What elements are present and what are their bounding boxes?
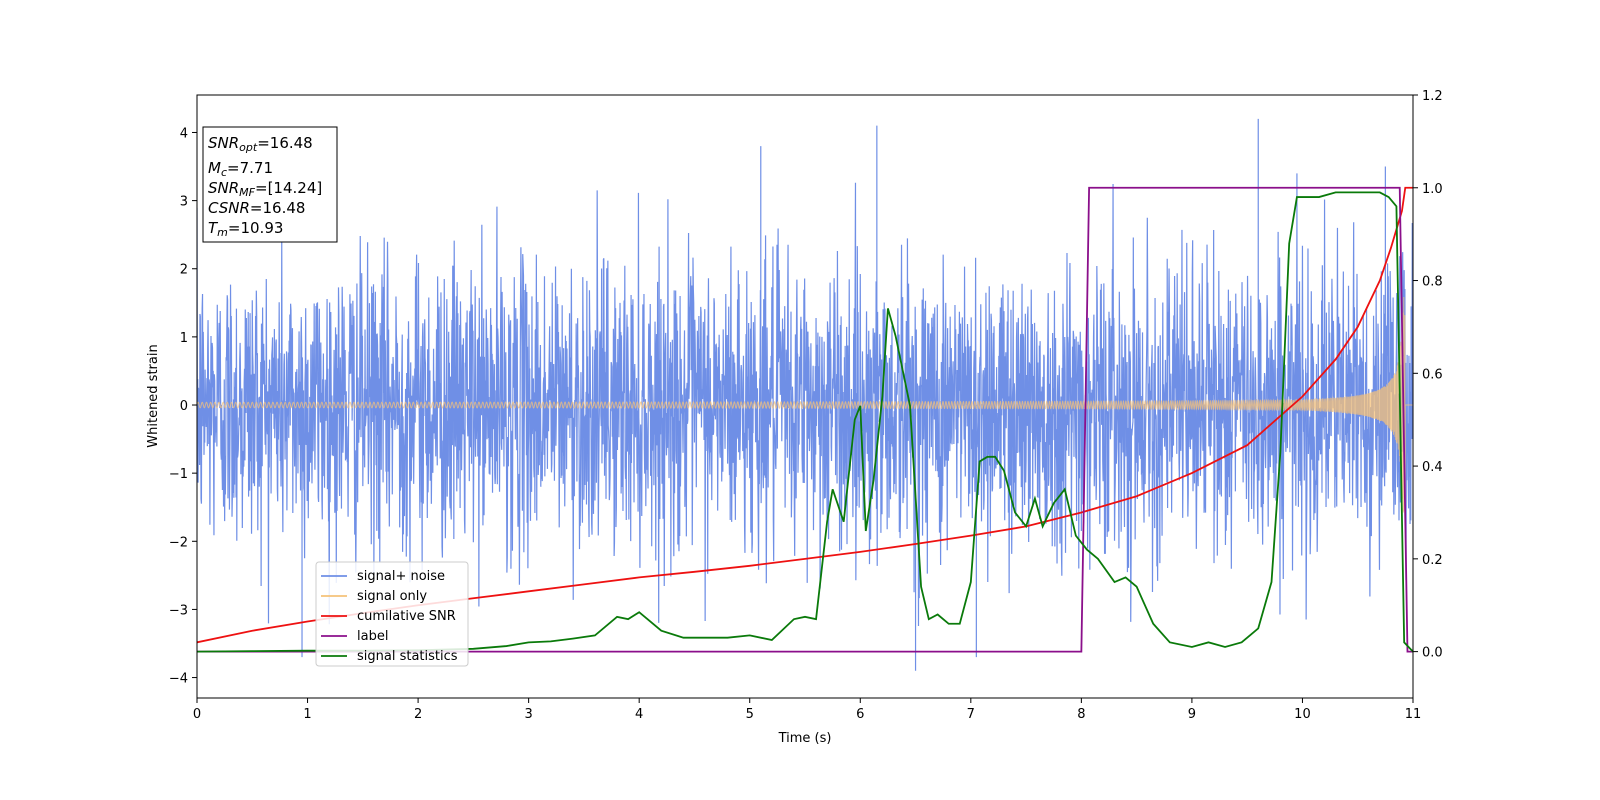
y-left-tick-label: 1 [180, 331, 188, 346]
snr-mf-text: SNRMF=[14.24] [208, 179, 322, 199]
y-left-tick-label: 0 [180, 399, 188, 414]
x-axis-ticks: 0 1 2 3 4 5 6 7 8 9 10 11 [193, 698, 1421, 722]
y-left-tick-label: 4 [180, 126, 188, 141]
x-tick-label: 4 [635, 707, 643, 722]
y-right-tick-label: 1.0 [1422, 182, 1443, 197]
signal-only-line [197, 297, 1413, 516]
legend-label-signal-statistics: signal statistics [357, 649, 458, 664]
legend-label-cumulative-snr: cumilative SNR [357, 609, 456, 624]
y-left-tick-label: −2 [169, 535, 188, 550]
x-tick-label: 0 [193, 707, 201, 722]
y-right-tick-label: 1.2 [1422, 89, 1443, 104]
y-axis-label: Whitened strain [146, 344, 161, 447]
y-axis-right-ticks: 0.0 0.2 0.4 0.6 0.8 1.0 1.2 [1413, 89, 1443, 661]
y-left-tick-label: −4 [169, 672, 188, 687]
csnr-text: CSNR=16.48 [208, 199, 305, 217]
y-right-tick-label: 0.0 [1422, 646, 1443, 661]
x-tick-label: 5 [746, 707, 754, 722]
legend-frame [315, 561, 469, 667]
y-left-tick-label: −3 [169, 603, 188, 618]
mc-text: Mc=7.71 [208, 159, 273, 179]
legend-label-signal-only: signal only [357, 589, 427, 604]
x-tick-label: 11 [1405, 707, 1422, 722]
signal-statistics-line [197, 191, 1413, 653]
snr-opt-text: SNRopt=16.48 [208, 134, 313, 154]
x-tick-label: 7 [967, 707, 975, 722]
x-tick-label: 8 [1077, 707, 1085, 722]
y-left-tick-label: −1 [169, 467, 188, 482]
plot-frame [196, 94, 1414, 699]
info-box: SNRopt=16.48 Mc=7.71 SNRMF=[14.24] CSNR=… [202, 126, 338, 243]
y-left-tick-label: 3 [180, 195, 188, 210]
y-axis-left-ticks: −4 −3 −2 −1 0 1 2 3 4 [169, 126, 197, 687]
signal-plus-noise-line [197, 118, 1413, 671]
info-box-frame [202, 126, 338, 243]
label-line [197, 186, 1413, 653]
legend: signal+ noise signal only cumilative SNR… [315, 561, 469, 667]
x-tick-label: 2 [414, 707, 422, 722]
legend-label-signal-plus-noise: signal+ noise [357, 569, 445, 584]
y-right-tick-label: 0.6 [1422, 367, 1443, 382]
legend-label-label: label [357, 629, 388, 644]
x-tick-label: 1 [303, 707, 311, 722]
y-right-tick-label: 0.2 [1422, 553, 1443, 568]
x-tick-label: 9 [1188, 707, 1196, 722]
y-right-tick-label: 0.4 [1422, 460, 1443, 475]
y-right-tick-label: 0.8 [1422, 275, 1443, 290]
x-tick-label: 10 [1294, 707, 1311, 722]
x-tick-label: 6 [856, 707, 864, 722]
x-axis-label: Time (s) [778, 731, 832, 746]
x-tick-label: 3 [524, 707, 532, 722]
tm-text: Tm=10.93 [208, 219, 283, 239]
y-left-tick-label: 2 [180, 263, 188, 278]
